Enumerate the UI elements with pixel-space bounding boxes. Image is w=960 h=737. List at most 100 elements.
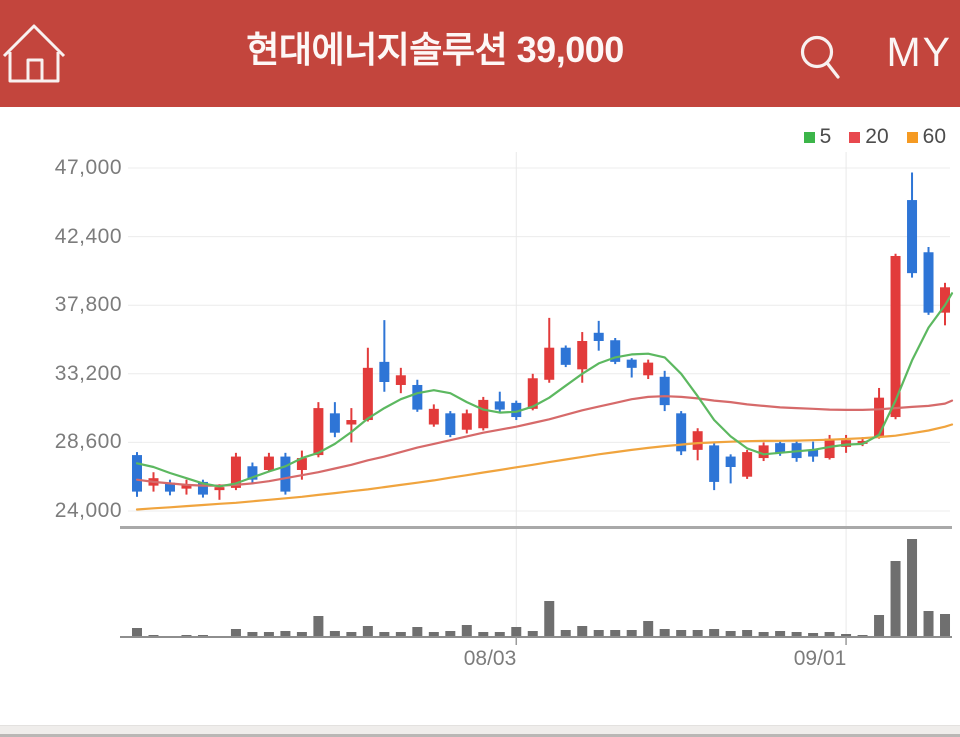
volume-bar xyxy=(445,631,456,637)
candle-body-down xyxy=(725,456,736,468)
volume-bar xyxy=(626,630,637,637)
volume-bar xyxy=(494,632,505,637)
search-icon xyxy=(800,35,840,79)
y-axis-label: 42,400 xyxy=(54,225,122,248)
home-button[interactable] xyxy=(2,20,66,86)
volume-bar xyxy=(758,632,769,637)
candle-body-down xyxy=(132,455,142,492)
candle-body-up xyxy=(428,408,439,425)
candle-body-up xyxy=(544,347,555,380)
my-menu-button[interactable]: MY xyxy=(886,29,952,75)
volume-bar xyxy=(263,632,274,637)
candle-body-up xyxy=(692,431,703,450)
volume-bar xyxy=(230,629,241,637)
volume-bar xyxy=(132,628,142,637)
legend-swatch xyxy=(906,131,918,143)
volume-bar xyxy=(478,632,489,637)
candle-body-up xyxy=(346,420,357,425)
candle-body-up xyxy=(181,484,192,489)
volume-bar xyxy=(362,626,373,637)
volume-bar xyxy=(890,561,901,637)
volume-bar xyxy=(412,627,423,637)
volume-bar xyxy=(511,627,522,637)
candle-body-up xyxy=(890,255,901,418)
volume-bar xyxy=(709,629,720,637)
ma20-line xyxy=(135,395,954,487)
candle-body-down xyxy=(907,200,918,274)
candle-body-up xyxy=(263,456,274,470)
volume-bar xyxy=(247,632,258,637)
legend-item-ma5: 5 xyxy=(803,125,831,149)
candle-body-down xyxy=(610,340,621,362)
candle-body-down xyxy=(709,445,720,482)
bottom-panel-edge xyxy=(0,725,960,737)
volume-bar xyxy=(280,631,291,637)
candle-body-up xyxy=(742,452,753,477)
volume-bar xyxy=(824,632,835,637)
candle-body-up xyxy=(362,367,373,421)
legend-item-ma20: 20 xyxy=(849,125,889,149)
volume-bar xyxy=(296,632,307,637)
volume-bar xyxy=(527,631,538,637)
volume-bar xyxy=(560,630,571,637)
search-button[interactable] xyxy=(798,34,844,84)
volume-bar xyxy=(593,630,604,637)
candle-body-down xyxy=(923,252,934,313)
volume-bar xyxy=(676,630,687,637)
ma60-line xyxy=(135,423,954,511)
volume-bar xyxy=(379,632,390,637)
candle-body-down xyxy=(329,413,340,433)
volume-bar xyxy=(874,615,885,637)
volume-bar xyxy=(725,631,736,637)
candle-body-down xyxy=(494,401,505,410)
candle-body-down xyxy=(412,384,423,410)
candle-body-down xyxy=(808,449,819,457)
legend-label: 20 xyxy=(865,125,889,148)
volume-bar xyxy=(692,630,703,637)
volume-bar xyxy=(742,630,753,637)
candle-body-down xyxy=(676,413,687,452)
y-axis-label: 28,600 xyxy=(54,430,122,453)
candle-body-down xyxy=(775,443,786,453)
candle-body-up xyxy=(461,413,472,430)
candle-body-up xyxy=(643,362,654,376)
candle-body-up xyxy=(577,340,588,370)
candle-body-up xyxy=(857,440,868,444)
candle-body-up xyxy=(527,378,538,409)
candle-body-up xyxy=(296,458,307,470)
volume-bar xyxy=(577,626,588,637)
y-axis-label: 33,200 xyxy=(54,362,122,385)
candle-body-up xyxy=(824,438,835,459)
legend-label: 60 xyxy=(922,125,946,148)
volume-bar xyxy=(346,632,357,637)
volume-bar xyxy=(659,629,670,637)
candle-body-up xyxy=(874,397,885,438)
candle-body-down xyxy=(626,359,637,368)
volume-bar xyxy=(544,601,555,637)
volume-bar xyxy=(907,539,918,637)
legend-item-ma60: 60 xyxy=(906,125,946,149)
candle-body-down xyxy=(560,347,571,365)
y-axis-label: 24,000 xyxy=(54,499,122,522)
candle-body-down xyxy=(511,402,522,418)
ma-legend: 5 20 60 xyxy=(803,125,946,149)
candle-body-up xyxy=(313,408,324,456)
ma5-line xyxy=(135,292,954,488)
candle-body-down xyxy=(280,456,291,492)
candle-body-down xyxy=(164,482,175,492)
volume-bar xyxy=(841,634,852,637)
volume-bar xyxy=(940,614,951,637)
legend-swatch xyxy=(849,131,861,143)
volume-bar xyxy=(775,631,786,637)
candle-body-up xyxy=(758,445,769,459)
candle-body-up xyxy=(214,487,225,491)
candle-body-down xyxy=(197,481,208,495)
volume-bar xyxy=(313,616,324,637)
candle-body-down xyxy=(445,413,456,435)
home-icon xyxy=(2,24,66,83)
candle-body-up xyxy=(395,375,406,385)
y-axis-label: 47,000 xyxy=(54,156,122,179)
x-axis-label: 09/01 xyxy=(793,647,847,670)
